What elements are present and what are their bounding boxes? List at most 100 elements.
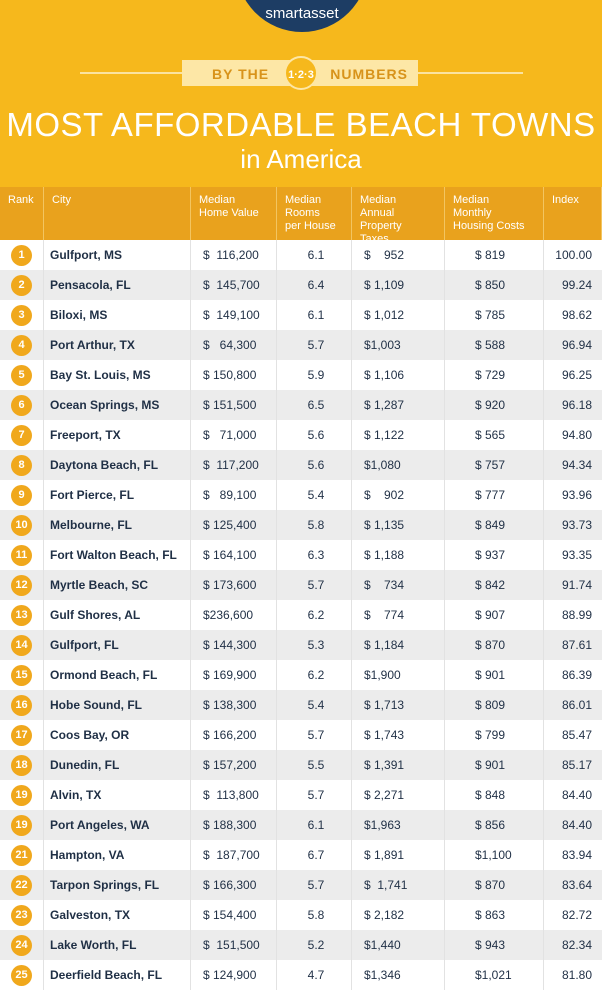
table-cell: $ 729 [445,360,544,390]
table-cell: $ 157,200 [191,750,277,780]
table-cell: 86.01 [561,698,592,712]
table-row: 3 Biloxi, MS $ 149,100 6.1 $ 1,012 $ 785 98.62 [0,300,602,330]
table-cell: $ 166,300 [191,870,277,900]
table-cell: 5.9 [277,360,352,390]
table-cell: Gulf Shores, AL [44,600,191,630]
table-cell: $ 863 [445,900,544,930]
table-cell: Port Angeles, WA [44,810,191,840]
column-header: Rank [0,187,44,240]
table-cell: Freeport, TX [44,420,191,450]
table-cell: $ 1,741 [352,870,445,900]
table-cell: 94.34 [561,458,592,472]
table-row: 12 Myrtle Beach, SC $ 173,600 5.7 $ 734 $ 842… [0,570,602,600]
table-cell: $ 937 [445,540,544,570]
rank-badge: 24 [11,935,32,956]
table-cell: Myrtle Beach, SC [44,570,191,600]
table-cell: 82.72 [561,908,592,922]
table-cell: $ 1,287 [352,390,445,420]
table-header: Rank City Median Home Value Median Rooms pe… [0,187,602,245]
table-cell: 100.00 [555,248,592,262]
logo-text: smartasset [265,5,339,22]
table-cell: $ 151,500 [191,390,277,420]
table-cell: $ 71,000 [191,420,277,450]
rank-badge: 18 [11,755,32,776]
table-cell: 5.7 [277,330,352,360]
table-row: 15 Ormond Beach, FL $ 169,900 6.2 $1,900 $ 90… [0,660,602,690]
table-row: 7 Freeport, TX $ 71,000 5.6 $ 1,122 $ 565 94.8… [0,420,602,450]
table-cell: 5.4 [277,480,352,510]
table-cell: 96.25 [561,368,592,382]
table-cell: $ 1,109 [352,270,445,300]
table-cell: $ 1,184 [352,630,445,660]
rank-badge: 8 [11,455,32,476]
table-row: 19 Alvin, TX $ 113,800 5.7 $ 2,271 $ 848 84.40 [0,780,602,810]
table-cell: $ 849 [445,510,544,540]
rank-cell: 15 [0,660,44,690]
table-cell: 5.8 [277,510,352,540]
table-cell: $ 113,800 [191,780,277,810]
table-row: 8 Daytona Beach, FL $ 117,200 5.6 $1,080 $ 75… [0,450,602,480]
table-cell: $ 565 [445,420,544,450]
rank-cell: 18 [0,750,44,780]
rank-badge: 9 [11,485,32,506]
table-cell: $236,600 [191,600,277,630]
table-cell: $ 1,188 [352,540,445,570]
badge: 1·2·3 [284,56,318,90]
table-row: 1 Gulfport, MS $ 116,200 6.1 $ 952 $ 819 100.0… [0,240,602,270]
table-cell: $ 166,200 [191,720,277,750]
table-cell: 85.17 [561,758,592,772]
rank-badge: 7 [11,425,32,446]
table-cell: $ 187,700 [191,840,277,870]
rank-cell: 10 [0,510,44,540]
table-cell: $ 117,200 [191,450,277,480]
rank-badge: 25 [11,965,32,986]
rank-badge: 10 [11,515,32,536]
table-cell: Dunedin, FL [44,750,191,780]
table-cell: Ocean Springs, MS [44,390,191,420]
table-cell: 5.5 [277,750,352,780]
table-cell: Gulfport, MS [44,240,191,270]
table-cell: 93.35 [561,548,592,562]
table-cell: $ 588 [445,330,544,360]
rank-badge: 12 [11,575,32,596]
table-cell: 5.6 [277,420,352,450]
table-cell: Galveston, TX [44,900,191,930]
table-cell: Daytona Beach, FL [44,450,191,480]
table-cell: $1,900 [352,660,445,690]
table-cell: $ 64,300 [191,330,277,360]
table-cell: $ 1,122 [352,420,445,450]
table-cell: $1,963 [352,810,445,840]
rank-badge: 21 [11,845,32,866]
rank-badge: 16 [11,695,32,716]
table-cell: Port Arthur, TX [44,330,191,360]
table-row: 17 Coos Bay, OR $ 166,200 5.7 $ 1,743 $ 799 85… [0,720,602,750]
table-cell: $1,440 [352,930,445,960]
table-row: 11 Fort Walton Beach, FL $ 164,100 6.3 $ 1,1… [0,540,602,570]
banner-text: NUMBERS [330,66,408,82]
table-cell: $1,346 [352,960,445,990]
table-cell: 93.96 [561,488,592,502]
table-cell: $ 842 [445,570,544,600]
rank-badge: 15 [11,665,32,686]
table-cell: Hobe Sound, FL [44,690,191,720]
column-header: Median Monthly Housing Costs [445,187,544,240]
table-cell: $ 2,182 [352,900,445,930]
table-cell: 5.3 [277,630,352,660]
table-cell: $ 173,600 [191,570,277,600]
table-cell: Gulfport, FL [44,630,191,660]
table-cell: 6.1 [277,810,352,840]
table-cell: 83.64 [561,878,592,892]
table-cell: Coos Bay, OR [44,720,191,750]
table-row: 22 Tarpon Springs, FL $ 166,300 5.7 $ 1,741 $… [0,870,602,900]
table-cell: $ 907 [445,600,544,630]
table-cell: $ 785 [445,300,544,330]
rank-badge: 14 [11,635,32,656]
table-cell: $ 819 [445,240,544,270]
table-cell: $ 870 [445,630,544,660]
table-cell: $ 2,271 [352,780,445,810]
rank-badge: 1 [11,245,32,266]
table-cell: 87.61 [561,638,592,652]
table-cell: 6.1 [277,240,352,270]
table-cell: 85.47 [561,728,592,742]
table-cell: $ 901 [445,660,544,690]
